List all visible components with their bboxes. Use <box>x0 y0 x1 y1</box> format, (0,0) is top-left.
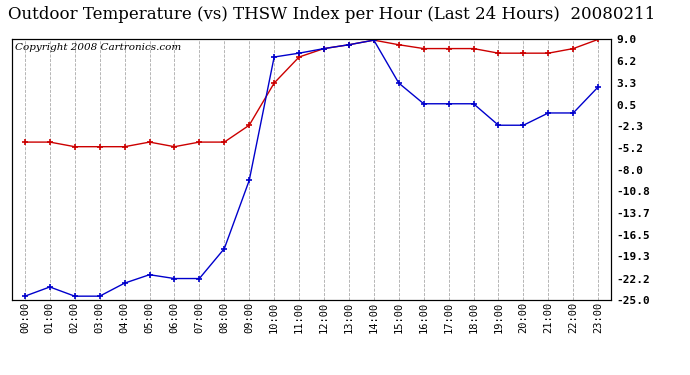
Text: Outdoor Temperature (vs) THSW Index per Hour (Last 24 Hours)  20080211: Outdoor Temperature (vs) THSW Index per … <box>8 6 655 22</box>
Text: Copyright 2008 Cartronics.com: Copyright 2008 Cartronics.com <box>15 43 181 52</box>
